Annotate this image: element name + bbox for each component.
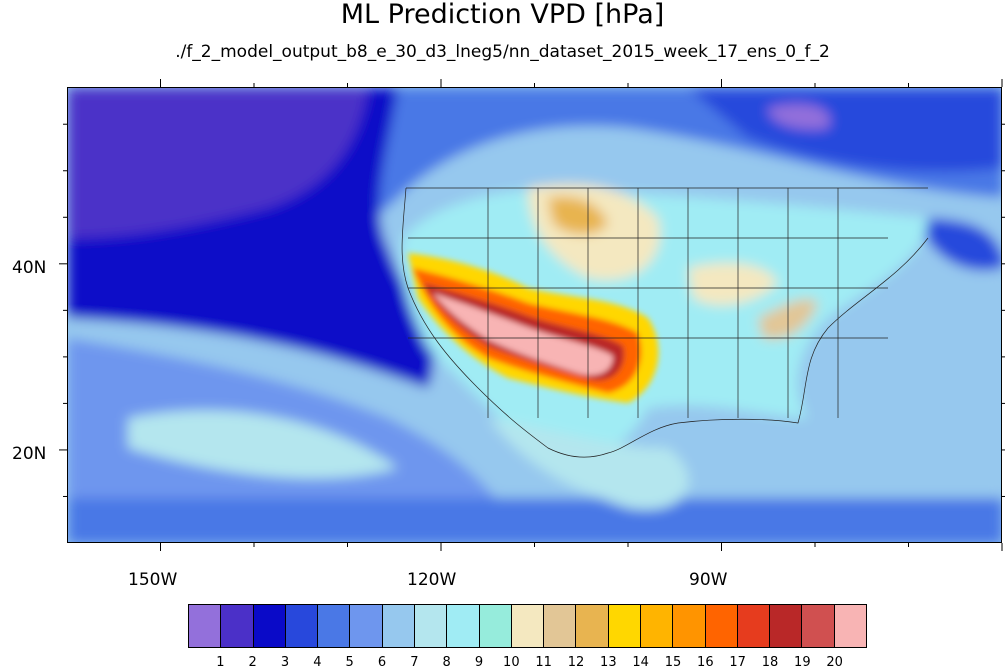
- colorbar: [188, 604, 867, 648]
- lon-tick-label-90W: 90W: [689, 570, 728, 590]
- colorbar-swatch: [253, 605, 286, 647]
- vpd-map-field: [68, 88, 1001, 542]
- lat-tick-label-20N: 20N: [12, 444, 47, 464]
- lon-tick-label-150W: 150W: [128, 570, 178, 590]
- colorbar-tick-label: 8: [442, 655, 451, 670]
- colorbar-swatch: [350, 605, 383, 647]
- colorbar-swatch: [673, 605, 706, 647]
- colorbar-swatch: [414, 605, 448, 647]
- colorbar-swatch: [318, 605, 351, 647]
- map-subtitle: ./f_2_model_output_b8_e_30_d3_lneg5/nn_d…: [175, 42, 830, 62]
- colorbar-swatch: [544, 605, 577, 647]
- colorbar-swatch: [479, 605, 512, 647]
- colorbar-tick-label: 11: [535, 655, 552, 670]
- colorbar-swatch: [221, 605, 254, 647]
- colorbar-tick-label: 4: [313, 655, 322, 670]
- colorbar-tick-label: 18: [761, 655, 779, 670]
- lat-tick-label-40N: 40N: [12, 258, 47, 278]
- colorbar-tick-label: 19: [794, 655, 811, 670]
- colorbar-tick-label: 16: [697, 655, 714, 670]
- colorbar-swatch: [640, 605, 674, 647]
- colorbar-swatch: [705, 605, 738, 647]
- colorbar-tick-label: 3: [280, 655, 290, 670]
- colorbar-tick-label: 9: [474, 655, 484, 670]
- colorbar-swatch: [802, 605, 835, 647]
- colorbar-tick-label: 1: [216, 655, 225, 670]
- colorbar-swatch: [770, 605, 803, 647]
- colorbar-tick-label: 6: [377, 655, 387, 670]
- colorbar-tick-label: 12: [567, 655, 585, 670]
- colorbar-tick-label: 10: [503, 655, 520, 670]
- colorbar-tick-label: 7: [410, 655, 419, 670]
- colorbar-tick-label: 2: [248, 655, 257, 670]
- map-title: ML Prediction VPD [hPa]: [340, 0, 665, 30]
- colorbar-swatch: [737, 605, 771, 647]
- colorbar-swatch: [576, 605, 609, 647]
- colorbar-swatch: [834, 605, 866, 647]
- colorbar-swatch: [189, 605, 222, 647]
- colorbar-swatch: [608, 605, 641, 647]
- colorbar-tick-label: 15: [664, 655, 682, 670]
- colorbar-swatch: [447, 605, 480, 647]
- colorbar-tick-label: 17: [729, 655, 746, 670]
- colorbar-swatch: [382, 605, 415, 647]
- colorbar-tick-label: 13: [600, 655, 617, 670]
- lon-tick-label-120W: 120W: [407, 570, 457, 590]
- vpd-map: [67, 87, 1002, 543]
- colorbar-swatch: [285, 605, 319, 647]
- colorbar-swatch: [511, 605, 545, 647]
- colorbar-tick-label: 5: [345, 655, 354, 670]
- colorbar-tick-label: 20: [826, 655, 843, 670]
- colorbar-tick-label: 14: [632, 655, 649, 670]
